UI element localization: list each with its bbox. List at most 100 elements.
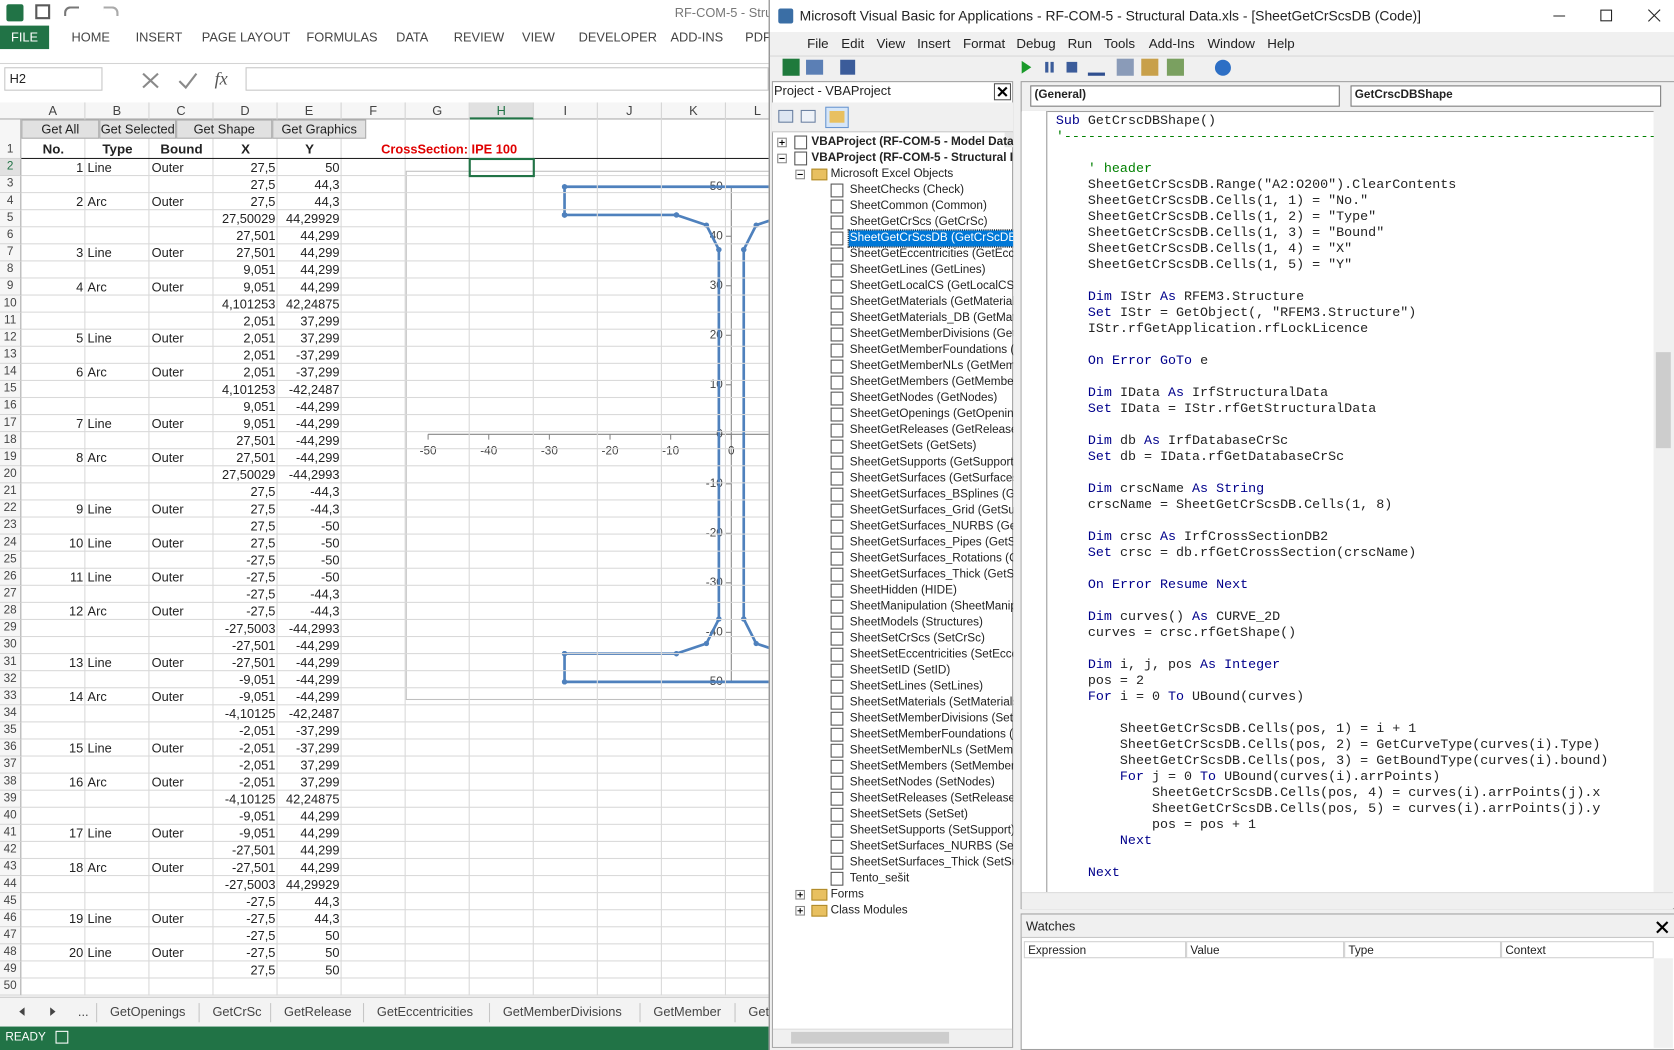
undo-icon[interactable] (64, 6, 80, 17)
ribbon-tab[interactable]: DEVELOPER (578, 29, 657, 45)
tb-design[interactable] (1087, 59, 1105, 76)
tree-label[interactable]: SheetGetMembers (GetMember) (849, 375, 1014, 389)
view-code-btn[interactable] (778, 109, 794, 123)
ribbon-tab[interactable]: VIEW (522, 29, 555, 45)
tree-label[interactable]: SheetCommon (Common) (849, 199, 987, 213)
tree-label[interactable]: SheetSetReleases (SetRelease) (849, 791, 1014, 805)
tree-label[interactable]: SheetGetSurfaces_NURBS (GetSu (849, 519, 1013, 533)
tb-reset[interactable] (1066, 61, 1078, 73)
tree-label[interactable]: VBAProject (RF-COM-5 - Structural I (811, 151, 1014, 165)
watch-column-header[interactable]: Value (1186, 941, 1345, 959)
macro-record-icon[interactable] (55, 1030, 69, 1044)
next-sheet[interactable] (50, 1007, 56, 1016)
tree-label[interactable]: SheetGetSupports (GetSupport) (849, 455, 1014, 469)
tree-label[interactable]: SheetGetMemberFoundations (Ge (849, 343, 1014, 357)
sheet-tab[interactable]: GetEccentricities (376, 1004, 473, 1020)
watch-column-header[interactable]: Type (1344, 941, 1502, 959)
tb-save[interactable] (840, 59, 856, 75)
ribbon-tab[interactable]: REVIEW (453, 29, 505, 45)
view-object-btn[interactable] (800, 109, 816, 123)
tb-insert[interactable] (806, 59, 824, 75)
ribbon-tab[interactable]: PDF (745, 29, 769, 45)
menu-item[interactable]: Run (1067, 36, 1093, 52)
tree-label[interactable]: SheetGetSurfaces (GetSurfaces) (849, 471, 1014, 485)
menu-item[interactable]: Debug (1016, 36, 1056, 52)
tb-properties[interactable] (1141, 58, 1159, 76)
tree-label[interactable]: SheetGetSets (GetSets) (849, 439, 977, 453)
tree-label[interactable]: SheetSetEccentricities (SetEccent (849, 647, 1014, 661)
ribbon-tab[interactable]: ADD-INS (670, 29, 724, 45)
procedure-combo[interactable] (1350, 85, 1662, 107)
tree-label[interactable]: SheetGetLines (GetLines) (849, 263, 986, 277)
object-combo[interactable] (1030, 85, 1340, 107)
tree-label[interactable]: SheetSetSupports (SetSupport) (849, 823, 1014, 837)
tree-label[interactable]: SheetGetSurfaces_Rotations (Get (849, 551, 1014, 565)
ribbon-tab[interactable]: PAGE LAYOUT (201, 29, 291, 45)
tree-label[interactable]: SheetSetCrScs (SetCrSc) (849, 631, 985, 645)
tree-hscroll-thumb[interactable] (791, 1031, 950, 1044)
menu-item[interactable]: View (876, 36, 906, 52)
prev-sheet[interactable] (19, 1007, 25, 1016)
tree-label[interactable]: SheetGetEccentricities (GetEccent (849, 247, 1014, 261)
tree-label[interactable]: SheetSetSurfaces_NURBS (SetSur (849, 839, 1014, 853)
menu-item[interactable]: Add-Ins (1148, 36, 1195, 52)
menu-item[interactable]: Format (962, 36, 1006, 52)
menu-item[interactable]: Edit (841, 36, 865, 52)
sheet-tab[interactable]: GetMemberDivisions (502, 1004, 622, 1020)
watches-vscroll[interactable] (1653, 958, 1673, 1048)
tree-label[interactable]: SheetModels (Structures) (849, 615, 983, 629)
tree-label[interactable]: SheetGetSurfaces_Pipes (GetSurf (849, 535, 1014, 549)
code-vscroll[interactable] (1653, 110, 1673, 893)
menu-item[interactable]: Help (1267, 36, 1295, 52)
redo-icon[interactable] (103, 6, 119, 17)
tree-label[interactable]: SheetSetNodes (SetNodes) (849, 775, 995, 789)
macro-button[interactable]: Get Graphics (272, 119, 367, 139)
tree-label[interactable]: SheetGetReleases (GetRelease) (849, 423, 1014, 437)
ribbon-tab[interactable]: FORMULAS (306, 29, 378, 45)
tree-label[interactable]: SheetSetMemberFoundations (Set (849, 727, 1014, 741)
tb-run[interactable] (1021, 60, 1032, 74)
menu-item[interactable]: File (807, 36, 829, 52)
tree-label[interactable]: VBAProject (RF-COM-5 - Model Data (811, 135, 1014, 149)
sheet-tab[interactable]: GetCrSc (212, 1004, 262, 1020)
tb-project[interactable] (1116, 58, 1134, 76)
menu-item[interactable]: Window (1207, 36, 1255, 52)
tree-label[interactable]: SheetChecks (Check) (849, 183, 965, 197)
tree-label[interactable]: Forms (830, 887, 864, 901)
macro-button[interactable]: Get All (21, 119, 100, 139)
tb-help[interactable] (1214, 59, 1231, 76)
macro-button[interactable]: Get Shape (176, 119, 273, 139)
sheet-tab[interactable]: GetMember (653, 1004, 722, 1020)
tree-label[interactable]: SheetSetMaterials (SetMaterials) (849, 695, 1014, 709)
tree-label[interactable]: SheetGetLocalCS (GetLocalCS) (849, 279, 1014, 293)
window-controls[interactable] (1538, 0, 1674, 32)
watch-column-header[interactable]: Expression (1023, 941, 1187, 959)
tree-label[interactable]: SheetGetSurfaces_Thick (GetSurf (849, 567, 1014, 581)
tree-label[interactable]: SheetSetMemberNLs (SetMember (849, 743, 1014, 757)
tree-label[interactable]: SheetManipulation (SheetManipula (849, 599, 1013, 613)
tree-label[interactable]: SheetSetMembers (SetMember) (849, 759, 1014, 773)
menu-item[interactable]: Tools (1103, 36, 1136, 52)
ribbon-tab[interactable]: HOME (71, 29, 110, 45)
tree-scroll[interactable] (1004, 132, 1014, 148)
tree-label[interactable]: Microsoft Excel Objects (830, 167, 954, 181)
tree-label[interactable]: SheetGetMaterials_DB (GetMateri (849, 311, 1014, 325)
macro-button[interactable]: Get Selected (99, 119, 177, 139)
ribbon-tab[interactable]: FILE (0, 25, 50, 50)
tree-label[interactable]: SheetGetMemberDivisions (GetMe (849, 327, 1013, 341)
tree-label[interactable]: SheetHidden (HIDE) (849, 583, 957, 597)
tree-label[interactable]: SheetGetMemberNLs (GetMember (849, 359, 1013, 373)
tb-break[interactable] (1045, 61, 1054, 73)
tree-label[interactable]: SheetGetMaterials (GetMaterials) (849, 295, 1014, 309)
code-vscroll-thumb[interactable] (1655, 352, 1671, 449)
tree-label[interactable]: SheetGetSurfaces_Grid (GetSurfa (849, 503, 1014, 517)
sheet-tab[interactable]: Get (748, 1004, 769, 1020)
menu-item[interactable]: Insert (917, 36, 951, 52)
tree-label[interactable]: SheetGetSurfaces_BSplines (GetS (849, 487, 1013, 501)
tree-label[interactable]: SheetGetCrScs (GetCrSc) (849, 215, 988, 229)
save-icon[interactable] (35, 4, 51, 20)
tree-label[interactable]: SheetSetSurfaces_Thick (SetSurfa (849, 855, 1013, 869)
code-hscroll[interactable] (1021, 892, 1673, 910)
sheet-tab[interactable]: GetOpenings (109, 1004, 186, 1020)
tree-label[interactable]: Tento_sešit (849, 871, 910, 885)
